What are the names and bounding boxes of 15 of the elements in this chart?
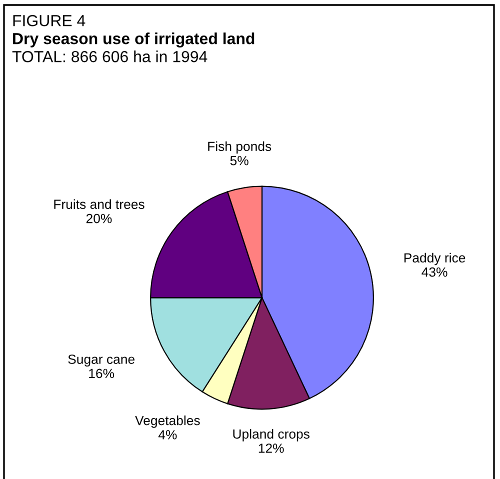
chart-subtitle: TOTAL: 866 606 ha in 1994 bbox=[12, 50, 208, 62]
data-label: 16% bbox=[89, 368, 114, 378]
slice-label: Fish ponds bbox=[208, 141, 272, 154]
slice-label: Upland crops bbox=[233, 429, 310, 442]
data-label: 12% bbox=[258, 444, 284, 453]
slice-label: Paddy rice bbox=[404, 252, 466, 266]
slice-label: Fruits and trees bbox=[54, 199, 144, 209]
data-label: 4% bbox=[158, 430, 177, 440]
data-label: 20% bbox=[86, 214, 112, 224]
chart-title: Dry season use of irrigated land bbox=[13, 32, 254, 48]
data-label: 43% bbox=[422, 267, 448, 277]
caption: FIGURE 4 bbox=[13, 14, 86, 26]
slice-label: Vegetables bbox=[135, 416, 200, 428]
data-label: 5% bbox=[230, 156, 248, 166]
slice-label: Sugar cane bbox=[68, 354, 134, 367]
